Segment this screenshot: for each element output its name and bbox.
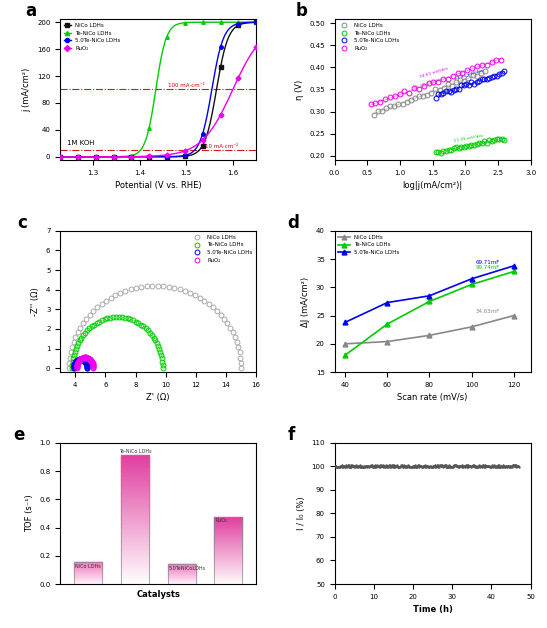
- X-axis label: log|j(mA/cm²)|: log|j(mA/cm²)|: [403, 181, 463, 190]
- Bar: [214, 517, 242, 584]
- Text: b: b: [295, 2, 307, 20]
- Text: 99.74mF: 99.74mF: [476, 265, 500, 270]
- Text: 69.71mF: 69.71mF: [476, 259, 500, 264]
- Text: NiCo LDHs: NiCo LDHs: [75, 563, 101, 568]
- NiCo LDHs: [342, 340, 348, 347]
- NiCo LDHs: [384, 338, 391, 345]
- Y-axis label: -Z'' (Ω): -Z'' (Ω): [31, 287, 40, 316]
- Text: f: f: [288, 426, 295, 444]
- X-axis label: Time (h): Time (h): [412, 605, 452, 614]
- Te-NiCo LDHs: [468, 281, 475, 288]
- NiCo LDHs: [426, 332, 433, 339]
- Line: 5.0Te-NiCo LDHs: 5.0Te-NiCo LDHs: [342, 263, 516, 325]
- Text: a: a: [25, 2, 36, 20]
- Text: 23.41 mV/dec: 23.41 mV/dec: [454, 68, 484, 82]
- X-axis label: Z' (Ω): Z' (Ω): [147, 393, 170, 403]
- Line: NiCo LDHs: NiCo LDHs: [342, 313, 516, 346]
- Y-axis label: j (mA/cm²): j (mA/cm²): [22, 67, 31, 112]
- Text: 5.0TeNiCoLDHs: 5.0TeNiCoLDHs: [168, 566, 206, 571]
- Text: 1M KOH: 1M KOH: [67, 139, 95, 146]
- Te-NiCo LDHs: [342, 351, 348, 359]
- Text: 10 mA·cm⁻²: 10 mA·cm⁻²: [205, 144, 238, 149]
- Legend: NiCo LDHs, Te-NiCo LDHs, 5.0Te-NiCo LDHs: NiCo LDHs, Te-NiCo LDHs, 5.0Te-NiCo LDHs: [337, 234, 400, 256]
- 5.0Te-NiCo LDHs: [510, 262, 517, 269]
- Y-axis label: TOF (s⁻¹): TOF (s⁻¹): [25, 494, 34, 533]
- Legend: NiCo LDHs, Te-NiCo LDHs, 5.0Te-NiCo LDHs, RuO₂: NiCo LDHs, Te-NiCo LDHs, 5.0Te-NiCo LDHs…: [337, 21, 400, 52]
- Bar: [74, 562, 102, 584]
- Te-NiCo LDHs: [384, 320, 391, 328]
- Text: e: e: [13, 426, 25, 444]
- Text: 34.63mF: 34.63mF: [476, 310, 500, 314]
- Text: Te-NiCo LDHs: Te-NiCo LDHs: [119, 449, 151, 454]
- Legend: NiCo LDHs, Te-NiCo LDHs, 5.0Te-NiCo LDHs, RuO₂: NiCo LDHs, Te-NiCo LDHs, 5.0Te-NiCo LDHs…: [190, 234, 253, 264]
- Text: c: c: [17, 214, 27, 232]
- Te-NiCo LDHs: [426, 298, 433, 305]
- Text: d: d: [288, 214, 299, 232]
- Bar: [167, 565, 195, 584]
- Text: 11.35 mV/dec: 11.35 mV/dec: [454, 133, 485, 143]
- X-axis label: Potential (V vs. RHE): Potential (V vs. RHE): [115, 181, 201, 190]
- Y-axis label: ΔJ (mA/cm²): ΔJ (mA/cm²): [301, 276, 310, 327]
- 5.0Te-NiCo LDHs: [342, 318, 348, 326]
- NiCo LDHs: [510, 311, 517, 319]
- 5.0Te-NiCo LDHs: [426, 292, 433, 300]
- Bar: [121, 455, 149, 584]
- X-axis label: Scan rate (mV/s): Scan rate (mV/s): [398, 393, 468, 403]
- Text: RuO₂: RuO₂: [215, 518, 227, 523]
- 5.0Te-NiCo LDHs: [468, 275, 475, 283]
- Text: 35.92 mV/dec: 35.92 mV/dec: [413, 77, 443, 90]
- 5.0Te-NiCo LDHs: [384, 299, 391, 306]
- Te-NiCo LDHs: [510, 268, 517, 275]
- Y-axis label: I / I₀ (%): I / I₀ (%): [297, 497, 306, 530]
- NiCo LDHs: [468, 323, 475, 330]
- Y-axis label: η (V): η (V): [294, 79, 304, 100]
- Line: Te-NiCo LDHs: Te-NiCo LDHs: [342, 269, 516, 357]
- Text: 34.61 mV/dec: 34.61 mV/dec: [420, 67, 450, 79]
- Text: 100 mA·cm⁻²: 100 mA·cm⁻²: [167, 84, 204, 89]
- X-axis label: Catalysts: Catalysts: [136, 590, 180, 598]
- Legend: NiCo LDHs, Te-NiCo LDHs, 5.0Te-NiCo LDHs, RuO₂: NiCo LDHs, Te-NiCo LDHs, 5.0Te-NiCo LDHs…: [63, 21, 121, 52]
